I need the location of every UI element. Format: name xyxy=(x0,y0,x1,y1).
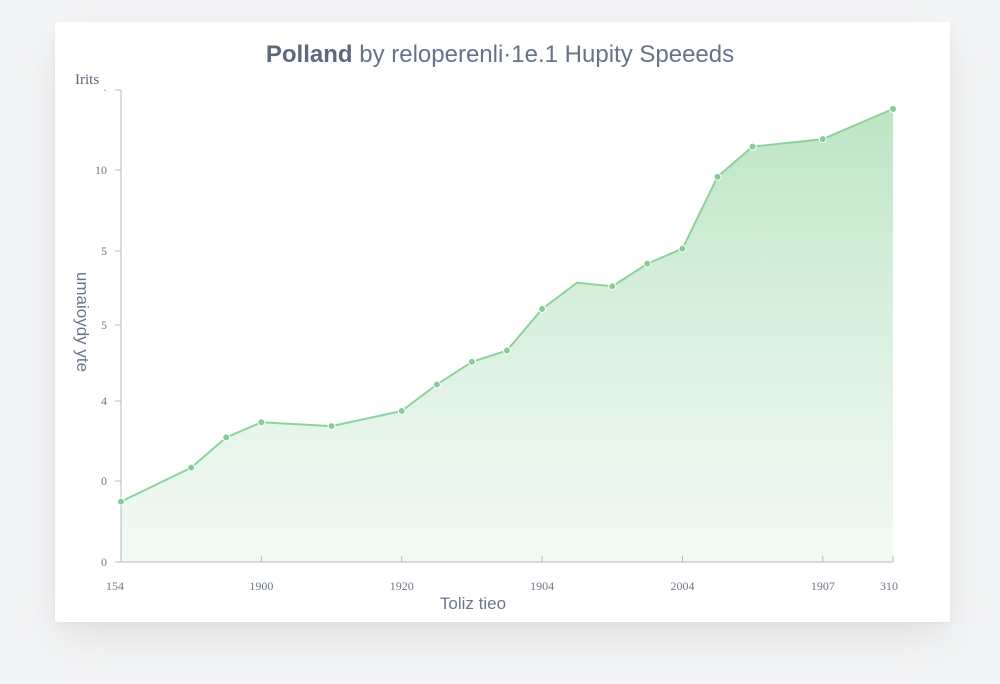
chart-title: Polland by reloperenli·1e.1 Hupity Speee… xyxy=(266,41,734,68)
area-fill xyxy=(121,108,893,563)
data-point xyxy=(608,282,617,291)
y-tick-label: 5 xyxy=(101,318,107,332)
data-point xyxy=(818,135,827,144)
data-point xyxy=(643,259,652,268)
data-points xyxy=(117,104,897,506)
y-tick-label: · xyxy=(103,83,107,97)
data-point xyxy=(117,497,125,506)
series-line xyxy=(120,107,894,503)
x-tick-label: 154 xyxy=(106,579,124,593)
chart-title-rest: by reloperenli·1e.1 Hupity Speeeds xyxy=(353,41,735,68)
x-ticks: 154 1900 1920 1904 2004 1907 310 xyxy=(106,556,898,593)
chart-title-bold: Polland xyxy=(266,41,353,68)
data-point xyxy=(713,172,722,181)
y-tick-label: 10 xyxy=(95,163,107,177)
data-point xyxy=(748,142,757,151)
y-tick-label: 5 xyxy=(101,244,107,258)
x-tick-label: 1904 xyxy=(530,579,554,593)
x-tick-label: 310 xyxy=(880,579,898,593)
data-point xyxy=(432,380,441,389)
data-point xyxy=(257,418,266,427)
y-unit-label: Irits xyxy=(75,72,99,88)
data-point xyxy=(467,357,476,366)
data-point xyxy=(327,422,336,431)
y-ticks: 0 0 4 5 5 10 · xyxy=(95,83,121,569)
area-chart: Polland by reloperenli·1e.1 Hupity Speee… xyxy=(73,41,898,613)
y-tick-label: 0 xyxy=(101,474,107,488)
data-point xyxy=(503,346,511,355)
data-point xyxy=(222,433,231,442)
x-axis-label: Toliz tieo xyxy=(440,594,506,613)
data-point xyxy=(397,406,406,415)
chart-card: Polland by reloperenli·1e.1 Hupity Speee… xyxy=(55,22,950,622)
x-tick-label: 2004 xyxy=(670,579,694,593)
x-tick-label: 1920 xyxy=(390,579,414,593)
data-point xyxy=(678,244,687,253)
data-point xyxy=(538,305,547,314)
data-point xyxy=(187,463,196,472)
x-tick-label: 1907 xyxy=(811,579,835,593)
y-axis-label: umaioydy yte xyxy=(73,272,92,372)
x-tick-label: 1900 xyxy=(249,579,273,593)
y-tick-label: 0 xyxy=(101,555,107,569)
y-tick-label: 4 xyxy=(101,394,107,408)
data-point xyxy=(889,104,897,113)
